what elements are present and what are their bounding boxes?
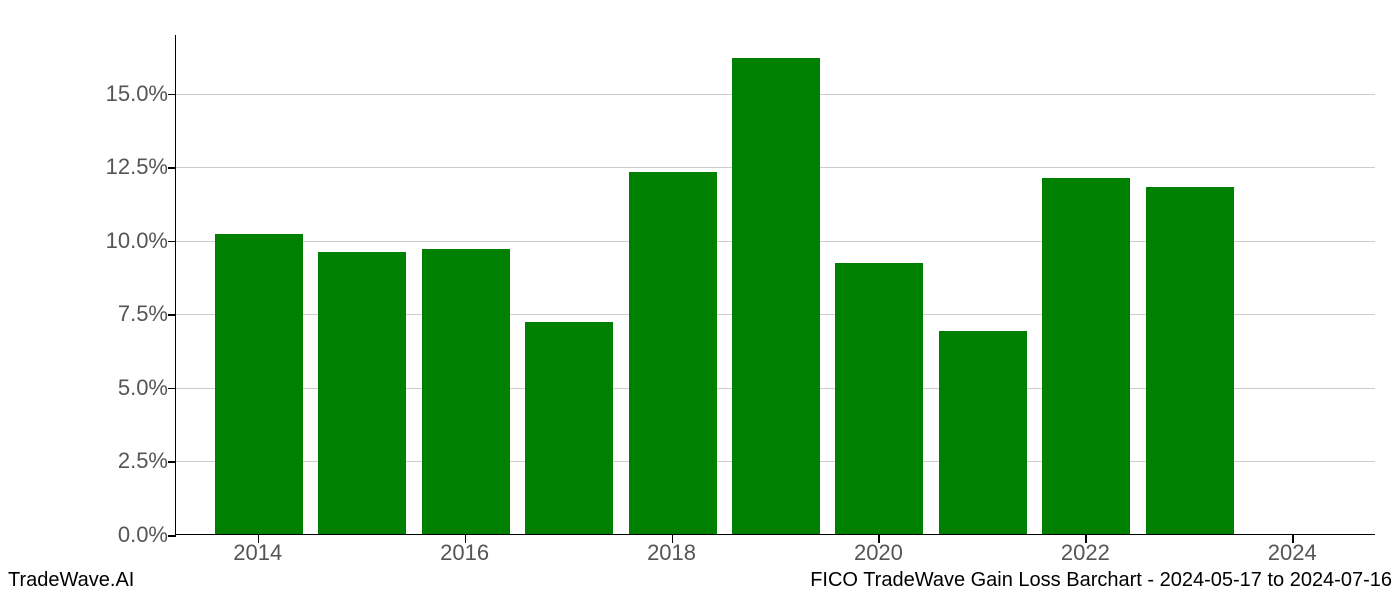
y-tick-label: 12.5% [106, 154, 168, 180]
bar [422, 249, 510, 534]
y-tick-label: 2.5% [118, 448, 168, 474]
y-tick-label: 10.0% [106, 228, 168, 254]
chart-plot-area [175, 35, 1375, 535]
x-tick-label: 2024 [1268, 540, 1317, 566]
y-tick-mark [168, 535, 176, 537]
footer-right-label: FICO TradeWave Gain Loss Barchart - 2024… [810, 569, 1392, 592]
x-tick-label: 2018 [647, 540, 696, 566]
bar [732, 58, 820, 534]
y-tick-mark [168, 461, 176, 463]
bar [1146, 187, 1234, 534]
y-tick-label: 0.0% [118, 522, 168, 548]
bar [629, 172, 717, 534]
bar [939, 331, 1027, 534]
bar [215, 234, 303, 534]
bar [1042, 178, 1130, 534]
y-tick-label: 15.0% [106, 81, 168, 107]
bar [318, 252, 406, 534]
y-tick-label: 7.5% [118, 301, 168, 327]
bar [525, 322, 613, 534]
x-tick-label: 2014 [233, 540, 282, 566]
x-tick-label: 2022 [1061, 540, 1110, 566]
bar [835, 263, 923, 534]
y-tick-mark [168, 94, 176, 96]
y-tick-mark [168, 388, 176, 390]
x-tick-label: 2016 [440, 540, 489, 566]
y-tick-mark [168, 314, 176, 316]
footer-left-label: TradeWave.AI [8, 569, 134, 592]
x-tick-label: 2020 [854, 540, 903, 566]
y-tick-mark [168, 241, 176, 243]
y-tick-label: 5.0% [118, 375, 168, 401]
y-tick-mark [168, 167, 176, 169]
